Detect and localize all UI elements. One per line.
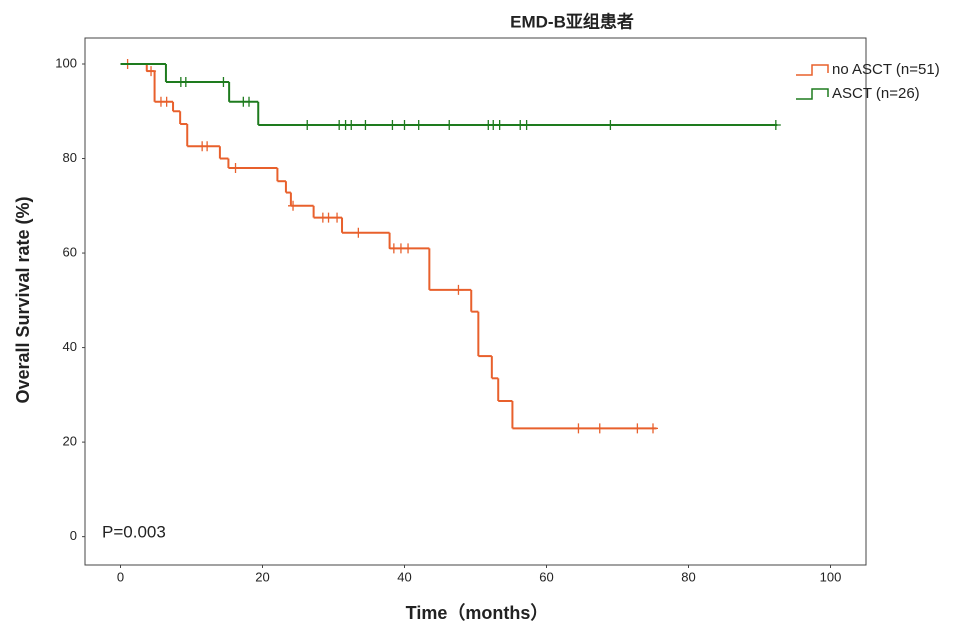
x-tick-label: 0	[117, 569, 124, 584]
censor-mark	[632, 423, 643, 434]
censor-mark	[346, 119, 357, 130]
y-tick-label: 20	[63, 434, 77, 449]
censor-mark	[302, 119, 313, 130]
x-tick-label: 100	[820, 569, 842, 584]
y-tick-label: 0	[70, 528, 77, 543]
y-tick-label: 60	[63, 244, 77, 259]
censor-mark	[332, 212, 343, 223]
legend-symbol	[796, 88, 829, 100]
x-tick-label: 80	[681, 569, 695, 584]
censor-mark	[605, 119, 616, 130]
censor-mark	[323, 212, 334, 223]
y-tick-label: 100	[55, 55, 77, 70]
censor-mark	[770, 119, 781, 130]
x-tick-label: 60	[539, 569, 553, 584]
legend-label: no ASCT (n=51)	[832, 61, 940, 78]
censor-mark	[403, 243, 414, 254]
censor-mark	[413, 119, 424, 130]
y-tick-label: 80	[63, 150, 77, 165]
censor-mark	[161, 96, 172, 107]
censor-mark	[146, 66, 157, 77]
censor-mark	[444, 119, 455, 130]
censor-mark	[244, 96, 255, 107]
censor-mark	[594, 423, 605, 434]
legend-label: ASCT (n=26)	[832, 85, 920, 102]
censor-mark	[360, 119, 371, 130]
censor-mark	[521, 119, 532, 130]
x-axis-label: Time（months）	[406, 603, 549, 623]
censor-mark	[218, 76, 229, 87]
p-value: P=0.003	[102, 522, 166, 541]
chart-title: EMD-B亚组患者	[510, 11, 634, 31]
censor-mark	[399, 119, 410, 130]
censor-mark	[230, 162, 241, 173]
censor-mark	[202, 141, 213, 152]
y-tick-label: 40	[63, 339, 77, 354]
censor-mark	[453, 284, 464, 295]
plot-frame	[84, 37, 867, 566]
legend-symbol	[796, 64, 829, 76]
censor-mark	[180, 76, 191, 87]
x-tick-label: 20	[255, 569, 269, 584]
y-axis-label: Overall Survival rate (%)	[13, 196, 33, 403]
censor-mark	[288, 200, 299, 211]
censor-mark	[353, 227, 364, 238]
censor-mark	[573, 423, 584, 434]
censor-mark	[387, 119, 398, 130]
x-tick-label: 40	[397, 569, 411, 584]
censor-mark	[494, 119, 505, 130]
censor-mark	[648, 423, 658, 434]
